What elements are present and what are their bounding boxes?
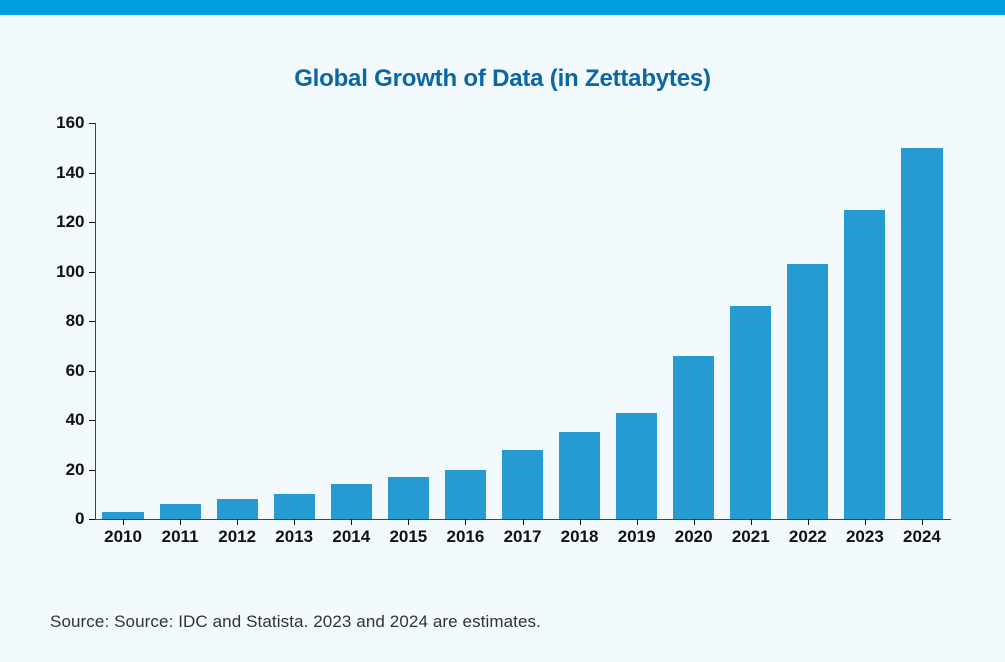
x-tick	[294, 519, 295, 525]
bar	[217, 499, 258, 519]
x-tick-label: 2015	[389, 527, 427, 547]
x-tick-label: 2012	[218, 527, 256, 547]
x-tick-label: 2023	[846, 527, 884, 547]
x-tick	[523, 519, 524, 525]
x-tick-label: 2019	[618, 527, 656, 547]
bar	[673, 356, 714, 519]
x-tick	[351, 519, 352, 525]
top-band	[0, 0, 1005, 15]
x-tick-label: 2020	[675, 527, 713, 547]
bar	[901, 148, 942, 519]
y-tick-label: 80	[45, 311, 85, 331]
x-tick-label: 2010	[104, 527, 142, 547]
x-tick-label: 2017	[504, 527, 542, 547]
y-tick-label: 120	[45, 212, 85, 232]
bar	[331, 484, 372, 519]
x-tick	[465, 519, 466, 525]
x-tick	[637, 519, 638, 525]
y-tick-label: 100	[45, 262, 85, 282]
x-tick-label: 2014	[332, 527, 370, 547]
x-tick-label: 2021	[732, 527, 770, 547]
x-tick	[408, 519, 409, 525]
x-tick	[865, 519, 866, 525]
y-tick-label: 40	[45, 410, 85, 430]
x-tick-label: 2018	[561, 527, 599, 547]
bar	[730, 306, 771, 519]
x-tick-label: 2022	[789, 527, 827, 547]
y-tick-label: 0	[45, 509, 85, 529]
x-tick	[580, 519, 581, 525]
x-tick-label: 2016	[447, 527, 485, 547]
chart-frame: 0 20 40 60 80 100 120 140 160 2010 2011 2012 2013 20…	[43, 113, 963, 553]
x-tick	[694, 519, 695, 525]
y-tick-label: 140	[45, 163, 85, 183]
bar	[787, 264, 828, 519]
bar	[559, 432, 600, 519]
x-tick	[123, 519, 124, 525]
bar	[388, 477, 429, 519]
x-tick	[180, 519, 181, 525]
bar	[102, 512, 143, 519]
plot-area: 020406080100120140160 201020112012201320…	[95, 123, 951, 519]
x-tick	[922, 519, 923, 525]
bar	[844, 210, 885, 519]
page: Global Growth of Data (in Zettabytes) 02…	[0, 15, 1005, 553]
x-tick-label: 2011	[162, 527, 199, 547]
x-tick-label: 2013	[275, 527, 313, 547]
y-axis-line	[95, 123, 96, 519]
bars-container	[95, 123, 951, 519]
y-tick-label: 160	[45, 113, 85, 133]
bar	[274, 494, 315, 519]
chart-title: Global Growth of Data (in Zettabytes)	[40, 65, 965, 93]
bar	[502, 450, 543, 519]
source-text: Source: Source: IDC and Statista. 2023 a…	[50, 612, 541, 632]
x-tick	[808, 519, 809, 525]
x-tick-label: 2024	[903, 527, 941, 547]
y-tick-label: 60	[45, 361, 85, 381]
bar	[445, 470, 486, 520]
bar	[160, 504, 201, 519]
x-tick	[237, 519, 238, 525]
y-tick-label: 20	[45, 460, 85, 480]
x-tick	[751, 519, 752, 525]
bar	[616, 413, 657, 519]
